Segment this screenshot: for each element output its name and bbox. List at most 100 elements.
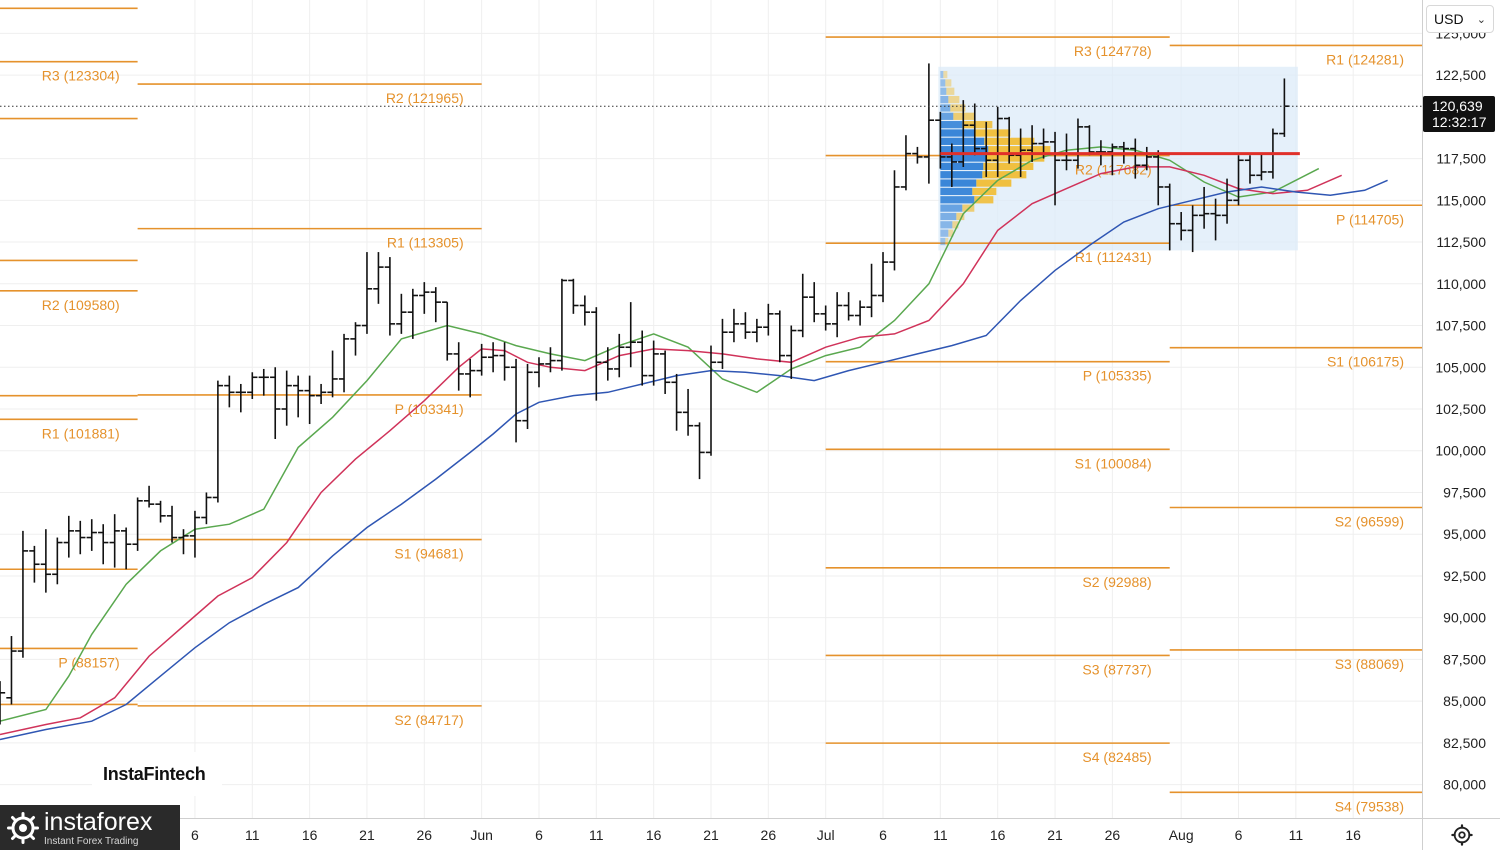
volume-bin-up (940, 187, 973, 196)
ohlc-bar (533, 357, 545, 388)
ohlc-bar (648, 340, 659, 386)
ohlc-bar (705, 345, 717, 456)
ohlc-bar (235, 383, 246, 413)
ohlc-bar (143, 485, 155, 508)
ohlc-bar (361, 252, 373, 334)
ohlc-bar (304, 375, 315, 425)
ohlc-bar (1130, 138, 1141, 179)
instaforex-tagline: Instant Forex Trading (44, 836, 139, 847)
pivot-level-label: S2 (96599) (1335, 514, 1404, 530)
ohlc-bar (579, 295, 591, 326)
ohlc-bar (717, 318, 728, 369)
volume-bin-down (950, 104, 966, 112)
instaforex-logo: instaforex Instant Forex Trading (0, 805, 180, 850)
ohlc-bar (98, 524, 109, 565)
ohlc-bar (430, 287, 441, 323)
ohlc-bar (293, 375, 304, 418)
ohlc-bar (1164, 183, 1175, 251)
ohlc-bar (763, 303, 774, 336)
gear-icon[interactable] (1451, 824, 1473, 846)
volume-bin-up (940, 129, 975, 137)
ohlc-bar (1256, 153, 1267, 181)
ohlc-bar (6, 636, 17, 705)
ohlc-bar (396, 293, 407, 334)
volume-bin-down (982, 171, 1027, 179)
volume-bin-up (940, 112, 954, 120)
volume-bin-down (946, 87, 955, 95)
price-axis[interactable]: 125,000122,500117,500115,000112,500110,0… (1422, 0, 1487, 850)
ohlc-bar (442, 301, 453, 361)
time-axis-label: 6 (879, 827, 887, 843)
ohlc-bar (659, 350, 671, 394)
ohlc-bar (981, 121, 992, 177)
ohlc-bar (866, 263, 877, 318)
volume-bin-down (974, 196, 994, 204)
ohlc-bar (556, 278, 568, 371)
time-axis-label: 21 (1047, 827, 1063, 843)
ohlc-bar (1072, 118, 1084, 169)
ohlc-bar (270, 367, 281, 440)
ohlc-bar (109, 514, 120, 568)
volume-bin-down (956, 212, 965, 221)
time-axis-label: 16 (990, 827, 1006, 843)
ohlc-bar (373, 252, 384, 304)
ohlc-bar (1141, 146, 1152, 171)
ohlc-bar (1244, 155, 1256, 184)
ohlc-bar (958, 100, 969, 167)
ohlc-bar (602, 347, 613, 381)
ohlc-bar (694, 422, 705, 480)
price-axis-label: 80,000 (1443, 777, 1486, 793)
volume-bin-down (945, 79, 952, 87)
time-axis-label: 16 (302, 827, 318, 843)
ohlc-bar (487, 342, 499, 373)
time-axis-label: 6 (535, 827, 543, 843)
ohlc-bar (247, 372, 258, 399)
bar-countdown: 12:32:17 (1432, 114, 1487, 131)
ohlc-bar (419, 282, 430, 314)
pivot-level-label: P (103341) (395, 401, 464, 417)
time-axis[interactable]: 6 11 16 21 26 Jun 6 11 16 21 26 Jul 6 11 16 21 26 Aug 6 11 1… (0, 818, 1500, 844)
pivot-level-label: S1 (94681) (394, 546, 463, 562)
pivot-level-label: P (105335) (1083, 368, 1152, 384)
ohlc-bar (1026, 125, 1038, 162)
time-axis-label: 11 (589, 827, 604, 843)
ohlc-bar (1176, 212, 1187, 241)
instafintech-logo: InstaFintech (92, 752, 222, 796)
ohlc-bar (992, 106, 1003, 177)
pivot-level-label: R1 (112431) (1075, 249, 1152, 265)
price-axis-label: 90,000 (1443, 610, 1486, 626)
time-axis-label: Jul (817, 827, 835, 843)
pivot-level-label: R3 (124778) (1074, 43, 1152, 59)
ohlc-bar (52, 537, 63, 585)
currency-selector[interactable]: USD ⌄ (1426, 5, 1494, 33)
price-axis-label: 100,000 (1435, 443, 1486, 459)
time-axis-label: 6 (1235, 827, 1243, 843)
ohlc-bar (499, 342, 510, 381)
price-axis-label: 117,500 (1436, 151, 1486, 167)
volume-bin-up (940, 70, 944, 79)
ohlc-bar (224, 375, 235, 408)
volume-bin-down (943, 70, 948, 79)
ohlc-bar (1187, 205, 1198, 253)
time-axis-label: 16 (646, 827, 662, 843)
time-axis-label: 16 (1345, 827, 1361, 843)
ohlc-bar (120, 527, 132, 570)
volume-bin-down (962, 121, 993, 129)
ohlc-bar (682, 388, 694, 436)
volume-bin-up (940, 146, 989, 154)
ohlc-bar (315, 383, 327, 404)
ohlc-bar (338, 333, 350, 393)
ohlc-bar (671, 373, 682, 431)
chart-grid (0, 0, 1422, 818)
ohlc-bar (946, 143, 957, 187)
price-axis-label: 92,500 (1443, 568, 1486, 584)
instaforex-mark-icon (7, 812, 39, 844)
volume-bin-up (940, 237, 946, 246)
time-axis-label: 11 (245, 827, 260, 843)
price-axis-label: 122,500 (1435, 67, 1486, 83)
ohlc-bar (545, 347, 556, 373)
ohlc-bar (453, 342, 464, 391)
ohlc-bar (889, 170, 900, 271)
ohlc-bar (843, 292, 854, 321)
